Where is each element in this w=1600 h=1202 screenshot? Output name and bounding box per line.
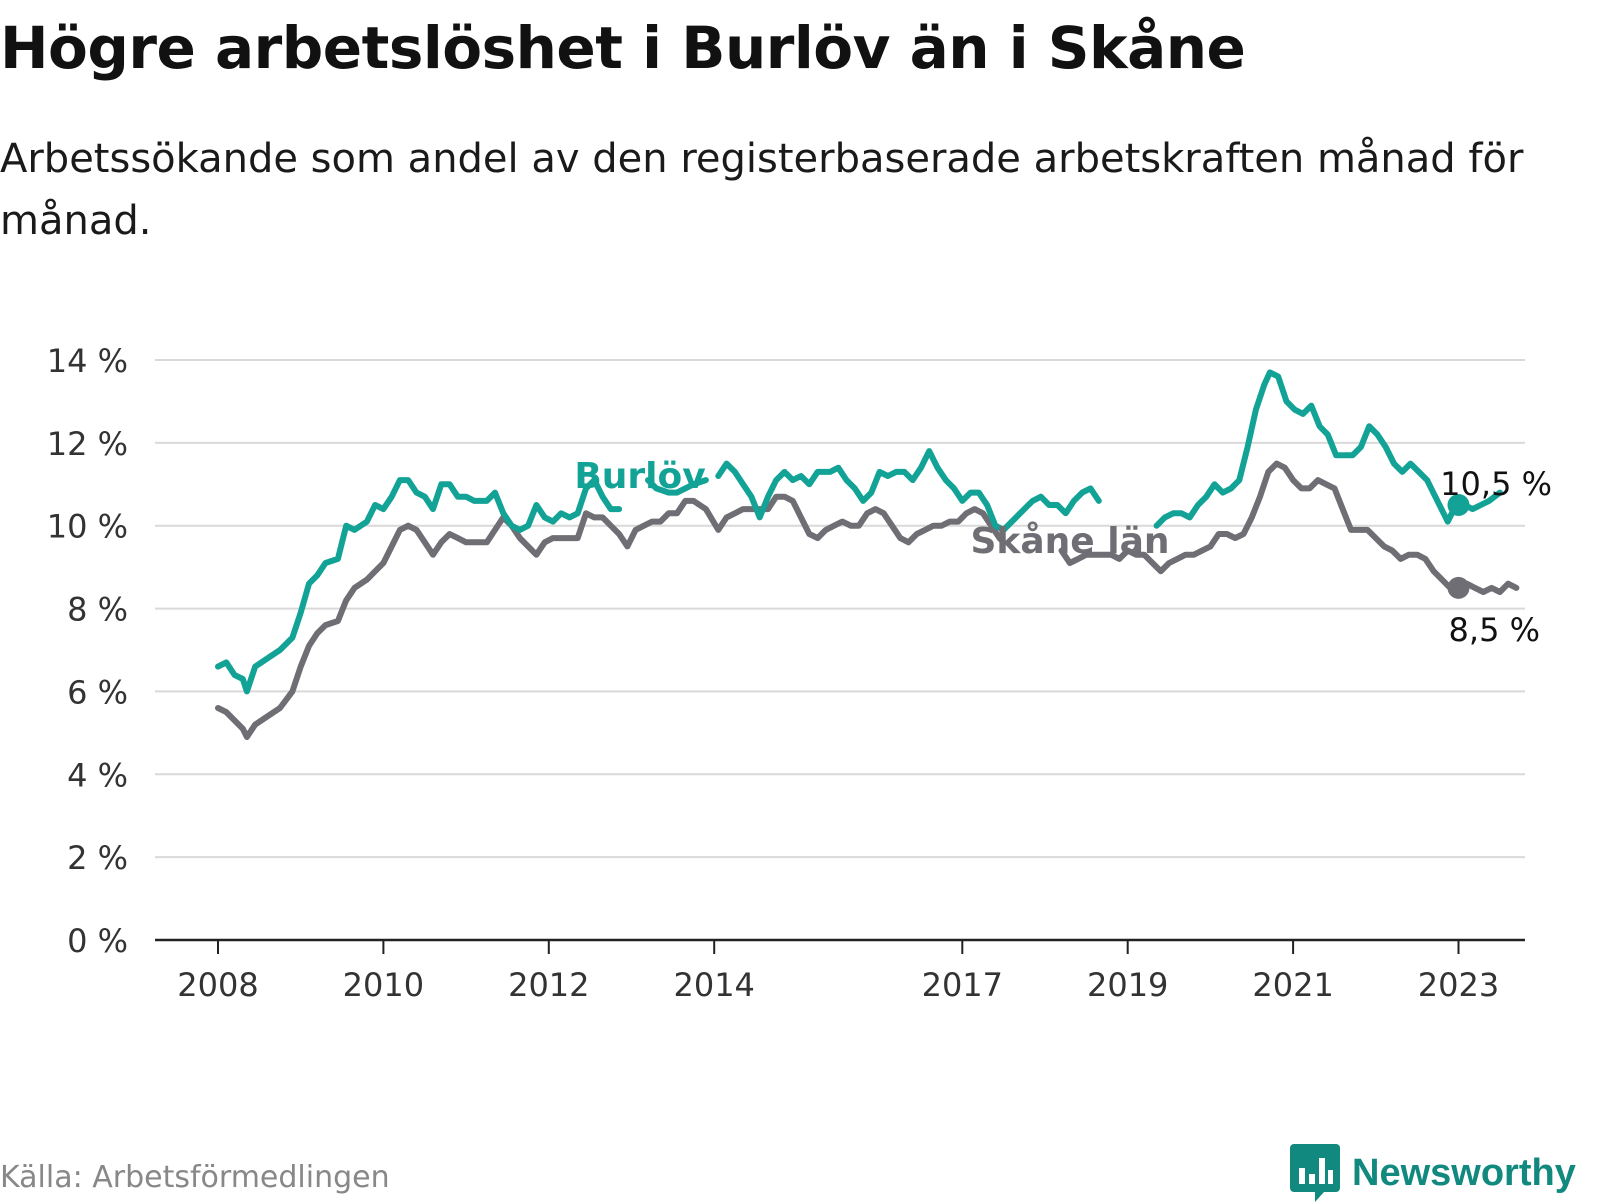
end-label-burlov: 10,5 %	[1440, 465, 1552, 503]
series-labels: Burlöv Skåne län 10,5 % 8,5 %	[574, 456, 1552, 649]
chart-title: Högre arbetslöshet i Burlöv än i Skåne	[0, 14, 1246, 82]
chart-subtitle: Arbetssökande som andel av den registerb…	[0, 136, 1524, 244]
series-line-skane	[215, 460, 1520, 740]
x-tick-label: 2021	[1252, 966, 1333, 1004]
y-tick-label: 2 %	[67, 839, 128, 877]
x-tick-label: 2014	[673, 966, 754, 1004]
end-label-skane: 8,5 %	[1449, 611, 1540, 649]
gridlines	[155, 359, 1525, 859]
y-tick-label: 8 %	[67, 591, 128, 629]
y-tick-label: 14 %	[47, 342, 128, 380]
x-tick-label: 2017	[922, 966, 1003, 1004]
series-lines	[215, 369, 1520, 740]
y-tick-label: 6 %	[67, 673, 128, 711]
series-line-burlov	[215, 369, 1503, 695]
x-tick-label: 2019	[1087, 966, 1168, 1004]
y-tick-label: 0 %	[67, 922, 128, 960]
brand: Newsworthy	[1290, 1144, 1576, 1202]
y-tick-label: 4 %	[67, 756, 128, 794]
end-point-burlov	[1447, 494, 1470, 516]
y-axis-tick-labels: 0 % 2 % 4 % 6 % 8 % 10 % 12 % 14 %	[47, 342, 128, 960]
series-label-skane: Skåne län	[970, 521, 1169, 562]
x-tick-label: 2012	[508, 966, 589, 1004]
y-tick-label: 12 %	[47, 425, 128, 463]
x-tick-label: 2008	[177, 966, 258, 1004]
end-point-skane	[1447, 576, 1470, 599]
newsworthy-logo-icon	[1290, 1144, 1340, 1202]
x-tick-label: 2010	[343, 966, 424, 1004]
x-axis: 2008 2010 2012 2014 2017 2019 2021 2023	[155, 938, 1525, 1004]
series-label-burlov: Burlöv	[574, 456, 705, 497]
x-tick-label: 2023	[1418, 966, 1499, 1004]
source-note: Källa: Arbetsförmedlingen	[0, 1160, 390, 1195]
line-chart: 0 % 2 % 4 % 6 % 8 % 10 % 12 % 14 % 2008 2010 2012…	[47, 342, 1552, 1004]
brand-name: Newsworthy	[1352, 1151, 1576, 1194]
y-tick-label: 10 %	[47, 508, 128, 546]
